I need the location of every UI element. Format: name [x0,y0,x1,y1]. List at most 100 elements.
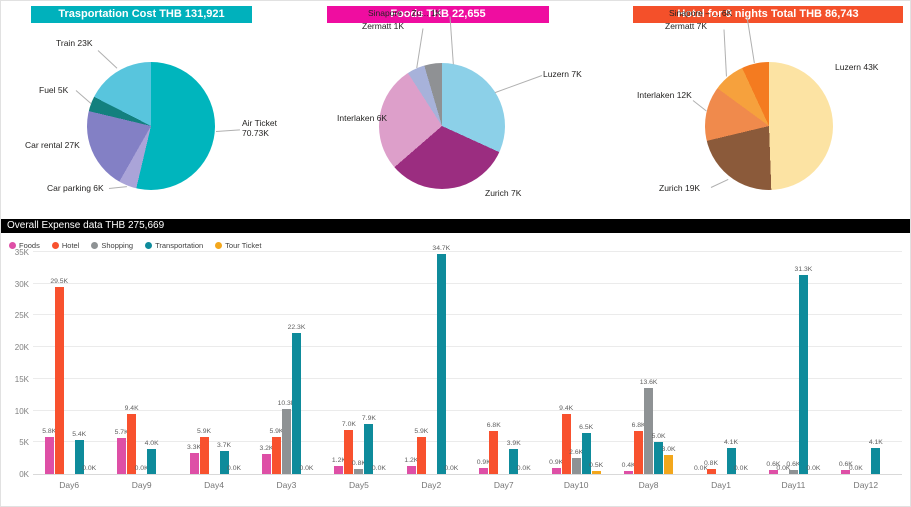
bar-value-label: 29.5K [50,277,69,285]
bar-tour-ticket-day8[interactable]: 3.0K [662,446,676,474]
bar-value-label: 5.9K [414,427,429,435]
x-axis-label: Day10 [563,480,589,490]
transportation-pie-chart[interactable] [87,62,215,190]
bar-value-label: 4.1K [868,439,883,446]
bar-shopping-day3[interactable]: 10.3K [278,400,295,474]
bar-value-label: 3.2K [259,444,274,452]
bar-transportation-day1[interactable]: 4.1K [724,439,738,474]
bar-transportation-day6[interactable]: 5.4K [72,431,86,474]
bar-value-label: 22.3K [287,323,306,331]
bar-shopping-day11[interactable]: 0.6K [786,461,800,474]
bar-hotel-day9[interactable]: 9.4K [125,405,139,474]
bar-value-label: 0.5K [589,461,604,469]
bar-value-label: 0.0K [82,465,97,472]
bar-transportation-day12[interactable]: 4.1K [869,439,883,474]
bar-transportation-day2[interactable]: 34.7K [432,245,450,474]
legend-item-hotel[interactable]: Hotel [51,241,79,250]
bar-value-label: 9.4K [124,405,139,413]
bar-foods-day2[interactable]: 1.2K [404,457,418,474]
pie-label-luzern: Luzern 43K [835,62,879,72]
leader-line [449,16,454,65]
bar-value-label: 0.6K [766,461,781,469]
bar-hotel-day1[interactable]: 0.8K [704,460,718,474]
bar-hotel-day3[interactable]: 5.9K [269,428,283,474]
bar-value-label: 0.6K [838,461,853,469]
leader-line [692,100,707,112]
bar-value-label: 4.1K [724,439,738,446]
bar-hotel-day6[interactable]: 29.5K [50,278,68,474]
legend-swatch-hotel [51,242,59,249]
pie-label-zermatt: Zermatt 7K [665,21,708,31]
bar-foods-day9[interactable]: 5.7K [115,429,129,474]
pie-label-fuel: Fuel 5K [39,85,69,95]
bar-value-label: 0.0K [444,465,459,472]
bar-hotel-day4[interactable]: 5.9K [197,428,211,474]
x-axis-label: Day8 [638,480,659,490]
bar-foods-day12[interactable]: 0.6K [839,461,853,474]
bar-transportation-day4[interactable]: 3.7K [217,442,231,474]
bar-shopping-day5[interactable]: 0.8K [352,460,366,474]
leader-line [494,75,543,94]
pie-label-sinapore: Sinapore – Zu... 1K [368,8,442,18]
bar-transportation-day9[interactable]: 4.0K [145,440,159,474]
bar-hotel-day2[interactable]: 5.9K [414,428,428,474]
legend-item-foods[interactable]: Foods [9,241,40,250]
bar-foods-day7[interactable]: 0.9K [477,459,491,474]
bar-value-label: 3.9K [506,440,521,448]
leader-line [108,186,127,189]
bar-transportation-day10[interactable]: 6.5K [579,424,593,474]
x-axis-label: Day12 [853,480,879,490]
transportation-cost-title: Trasportation Cost THB 131,921 [31,6,252,23]
x-axis-label: Day7 [493,480,514,490]
plot-area: 5.8K 29.5K 5.4K 0.0K Day6 5.7K 9.4K 0.0K 4.0K Day… [33,245,902,490]
pie-label-air-ticket: Air Ticket 70.73K [242,118,277,139]
bar-transportation-day7[interactable]: 3.9K [507,440,521,474]
bar-hotel-day5[interactable]: 7.0K [342,421,356,474]
overall-expense-title: Overall Expense data THB 275,669 [1,219,910,233]
bar-foods-day10[interactable]: 0.9K [549,459,563,474]
y-axis-tick: 15K [14,374,29,384]
bar-value-label: 0.0K [227,465,242,472]
bar-foods-day6[interactable]: 5.8K [42,428,56,474]
bar-foods-day8[interactable]: 0.4K [622,462,636,474]
bar-transportation-day8[interactable]: 5.0K [652,433,666,474]
bar-transportation-day3[interactable]: 22.3K [288,324,305,474]
x-axis-label: Day4 [204,480,224,490]
hotel-pie-chart[interactable] [705,62,833,190]
legend-item-transportation[interactable]: Transportation [145,241,203,250]
bar-value-label: 0.9K [476,459,491,467]
bar-value-label: 5.4K [72,430,87,438]
bar-shopping-day8[interactable]: 13.6K [640,379,657,474]
bar-foods-day3[interactable]: 3.2K [259,445,273,474]
legend-item-tour-ticket[interactable]: Tour Ticket [215,241,261,250]
bar-value-label: 6.5K [579,423,594,431]
legend-item-shopping[interactable]: Shopping [91,241,133,250]
bar-tour-ticket-day10[interactable]: 0.5K [589,462,603,474]
bar-transportation-day5[interactable]: 7.9K [362,415,376,474]
bar-group-day5: 1.2K 7.0K 0.8K 7.9K 0.0K Day5 [323,253,395,490]
bar-hotel-day10[interactable]: 9.4K [559,405,573,474]
gridline [33,346,902,348]
bar-foods-day11[interactable]: 0.6K [766,461,780,474]
bar-foods-day5[interactable]: 1.2K [332,457,346,474]
pie-label-car-rental: Car rental 27K [25,140,80,150]
bar-hotel-day8[interactable]: 6.8K [632,422,646,474]
bar-foods-day4[interactable]: 3.3K [187,444,201,474]
pie-label-zermatt: Zermatt 1K [362,21,405,31]
bar-group-day2: 1.2K 5.9K 34.7K 0.0K Day2 [395,245,467,490]
bar-transportation-day11[interactable]: 31.3K [795,266,812,474]
bar-shopping-day10[interactable]: 2.6K [569,449,583,474]
y-axis-tick: 5K [19,438,29,448]
gridline [33,282,902,284]
pie-label-interlaken: Interlaken 12K [637,90,692,100]
leader-line [97,50,118,69]
legend-label-tour-ticket: Tour Ticket [225,241,262,250]
y-axis-tick: 20K [14,343,29,353]
bar-group-day6: 5.8K 29.5K 5.4K 0.0K Day6 [33,253,105,490]
bar-value-label: 0.0K [776,465,791,472]
bar-value-label: 0.0K [516,465,531,472]
bar-hotel-day7[interactable]: 6.8K [487,422,501,474]
foods-pie-chart[interactable] [379,63,505,189]
pie-label-zurich: Zurich 7K [485,188,522,198]
y-axis-tick: 35K [14,248,29,257]
